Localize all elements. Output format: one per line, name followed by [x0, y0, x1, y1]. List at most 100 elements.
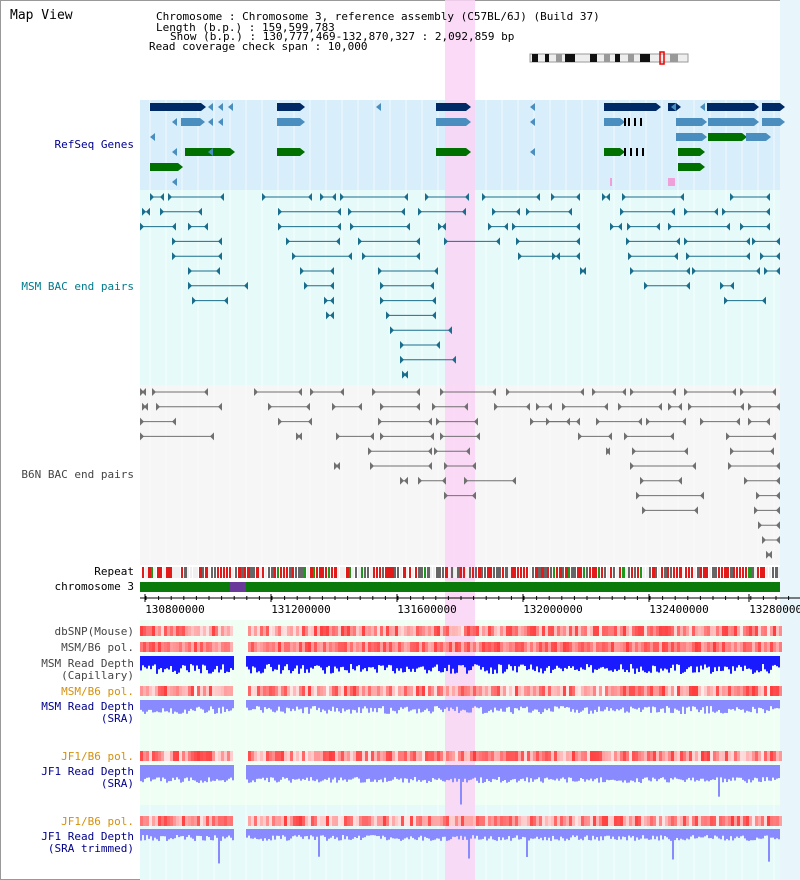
jf1-b6-pol-2-cell — [473, 816, 476, 826]
jf1-b6-pol-cell — [740, 751, 743, 761]
refseq-gene — [762, 103, 780, 111]
msm-depth-sra-bar — [552, 700, 554, 712]
dbsnp-cell — [416, 626, 419, 636]
msm-b6-pol-2-cell — [701, 686, 704, 696]
msm-depth-sra-bar — [274, 700, 276, 713]
b6n-bac-pair-end — [526, 402, 530, 411]
msm-depth-sra-bar — [580, 700, 582, 712]
msm-depth-sra-bar — [304, 700, 306, 708]
jf1-depth-bar — [622, 765, 624, 783]
msm-depth-sra-bar — [218, 700, 220, 708]
jf1-depth-bar — [218, 765, 220, 781]
msm-depth-capillary-bar — [366, 656, 368, 672]
msm-depth-sra-bar — [616, 700, 618, 710]
jf1-b6-pol-cell — [323, 751, 326, 761]
track-label-msm-depth-sra[interactable]: MSM Read Depth — [41, 700, 134, 713]
jf1-depth-trimmed-bar — [434, 829, 436, 840]
track-label-jf1-pol[interactable]: JF1/B6 pol. — [61, 750, 134, 763]
jf1-b6-pol-2-cell — [308, 816, 311, 826]
msm-depth-sra-bar — [290, 700, 292, 712]
msm-depth-capillary-bar — [400, 656, 402, 669]
track-label-chromosome[interactable]: chromosome 3 — [54, 580, 134, 593]
msm-bac-pair-end — [434, 267, 438, 275]
jf1-depth-trimmed-bar — [658, 829, 660, 841]
right-margin — [780, 0, 800, 880]
dbsnp-cell — [344, 626, 347, 636]
track-label-dbsnp[interactable]: dbSNP(Mouse) — [54, 625, 134, 638]
msm-b6-pol-cell — [581, 642, 584, 652]
msm-depth-capillary-bar — [310, 656, 312, 668]
jf1-b6-pol-cell — [269, 751, 272, 761]
jf1-depth-trimmed-bar — [470, 829, 472, 839]
msm-b6-pol-2-cell — [440, 686, 443, 696]
msm-b6-pol-cell — [404, 642, 407, 652]
msm-depth-sra-bar — [694, 700, 696, 707]
msm-bac-pair-end — [348, 252, 352, 261]
track-label-msm-b6-pol-2[interactable]: MSM/B6 pol. — [61, 685, 134, 698]
jf1-b6-pol-cell — [446, 751, 449, 761]
msm-depth-capillary-bar — [512, 656, 514, 671]
jf1-b6-pol-2-cell — [326, 816, 329, 826]
msm-depth-sra-bar — [384, 700, 386, 714]
jf1-b6-pol-2-cell — [629, 816, 632, 826]
dbsnp-cell — [557, 626, 560, 636]
jf1-depth-bar — [502, 765, 504, 781]
msm-depth-capillary-bar — [182, 656, 184, 666]
track-label-jf1-pol-2[interactable]: JF1/B6 pol. — [61, 815, 134, 828]
msm-bac-pair-end — [386, 311, 390, 320]
track-label-msm-b6-pol[interactable]: MSM/B6 pol. — [61, 641, 134, 654]
msm-depth-sra-bar — [734, 700, 736, 711]
track-label-refseq[interactable]: RefSeq Genes — [54, 138, 134, 151]
dbsnp-cell — [641, 626, 644, 636]
b6n-bac-pair-end — [492, 388, 496, 396]
msm-depth-sra-bar — [762, 700, 764, 710]
msm-depth-sra-bar — [562, 700, 564, 707]
msm-depth-sra-bar — [706, 700, 708, 707]
msm-bac-pair-end — [526, 207, 530, 216]
track-label-jf1-trimmed[interactable]: JF1 Read Depth — [41, 830, 134, 843]
jf1-b6-pol-cell — [554, 751, 557, 761]
msm-b6-pol-cell — [380, 642, 383, 652]
jf1-b6-pol-cell — [437, 751, 440, 761]
track-label-msm-depth-capillary[interactable]: MSM Read Depth — [41, 657, 134, 670]
repeat-element — [307, 567, 309, 578]
jf1-b6-pol-2-cell — [452, 816, 455, 826]
jf1-depth-bar — [768, 765, 770, 781]
msm-b6-pol-2-cell — [302, 686, 305, 696]
msm-depth-capillary-bar — [350, 656, 352, 665]
jf1-b6-pol-cell — [335, 751, 338, 761]
dbsnp-cell — [773, 626, 776, 636]
jf1-b6-pol-cell — [143, 751, 146, 761]
jf1-depth-trimmed-bar — [416, 829, 418, 841]
msm-b6-pol-cell — [176, 642, 179, 652]
jf1-b6-pol-2-cell — [461, 816, 464, 826]
track-label-repeat[interactable]: Repeat — [94, 565, 134, 578]
dbsnp-cell — [224, 626, 227, 636]
track-label-b6n-bac[interactable]: B6N BAC end pairs — [21, 468, 134, 481]
msm-bac-pair-end — [150, 193, 154, 201]
b6n-bac-pair-end — [624, 432, 628, 441]
jf1-b6-pol-cell — [497, 751, 500, 761]
msm-depth-sra-bar — [328, 700, 330, 710]
jf1-b6-pol-2-cell — [314, 816, 317, 826]
jf1-depth-bar — [318, 765, 320, 783]
msm-b6-pol-cell — [200, 642, 203, 652]
msm-b6-pol-2-cell — [449, 686, 452, 696]
track-label-msm-bac[interactable]: MSM BAC end pairs — [21, 280, 134, 293]
jf1-depth-bar — [434, 765, 436, 780]
msm-depth-sra-bar — [516, 700, 518, 709]
b6n-bac-pair-end — [562, 402, 566, 411]
msm-depth-sra-bar — [542, 700, 544, 713]
msm-depth-sra-bar — [698, 700, 700, 713]
msm-depth-sra-bar — [324, 700, 326, 711]
jf1-b6-pol-2-cell — [392, 816, 395, 826]
repeat-element — [700, 567, 702, 578]
jf1-depth-trimmed-bar — [272, 829, 274, 836]
msm-b6-pol-2-cell — [218, 686, 221, 696]
jf1-depth-trimmed-bar — [730, 829, 732, 837]
track-label-jf1-depth[interactable]: JF1 Read Depth — [41, 765, 134, 778]
msm-b6-pol-2-cell — [326, 686, 329, 696]
msm-depth-capillary-bar — [472, 656, 474, 667]
msm-depth-sra-bar — [374, 700, 376, 709]
